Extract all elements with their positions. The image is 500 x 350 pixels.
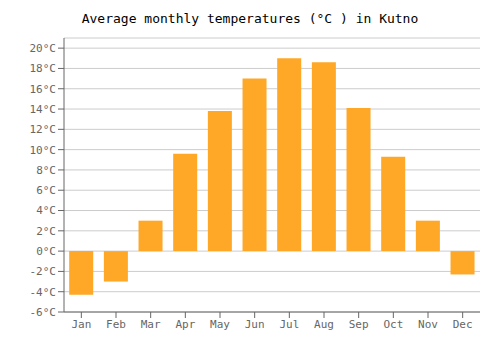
svg-text:Jan: Jan bbox=[71, 318, 91, 331]
svg-text:8°C: 8°C bbox=[36, 164, 56, 177]
svg-text:Sep: Sep bbox=[349, 318, 369, 331]
svg-text:Mar: Mar bbox=[141, 318, 161, 331]
svg-text:Dec: Dec bbox=[453, 318, 473, 331]
svg-text:16°C: 16°C bbox=[30, 83, 57, 96]
svg-text:Aug: Aug bbox=[314, 318, 334, 331]
svg-text:May: May bbox=[210, 318, 230, 331]
svg-text:Jun: Jun bbox=[245, 318, 265, 331]
svg-text:Nov: Nov bbox=[418, 318, 438, 331]
svg-text:18°C: 18°C bbox=[30, 62, 57, 75]
svg-text:12°C: 12°C bbox=[30, 123, 57, 136]
svg-text:Oct: Oct bbox=[383, 318, 403, 331]
svg-text:Apr: Apr bbox=[175, 318, 195, 331]
svg-text:4°C: 4°C bbox=[36, 204, 56, 217]
svg-text:14°C: 14°C bbox=[30, 103, 57, 116]
svg-text:-2°C: -2°C bbox=[30, 265, 57, 278]
svg-text:Feb: Feb bbox=[106, 318, 126, 331]
svg-text:0°C: 0°C bbox=[36, 245, 56, 258]
svg-text:-4°C: -4°C bbox=[30, 286, 57, 299]
svg-text:6°C: 6°C bbox=[36, 184, 56, 197]
html-text:Average monthly temperatures (: Average monthly temperatures (°C ) in Ku… bbox=[81, 11, 419, 26]
svg-text:-6°C: -6°C bbox=[30, 306, 57, 319]
svg-text:2°C: 2°C bbox=[36, 225, 56, 238]
svg-text:10°C: 10°C bbox=[30, 144, 57, 157]
svg-text:Jul: Jul bbox=[279, 318, 299, 331]
svg-text:20°C: 20°C bbox=[30, 42, 57, 55]
